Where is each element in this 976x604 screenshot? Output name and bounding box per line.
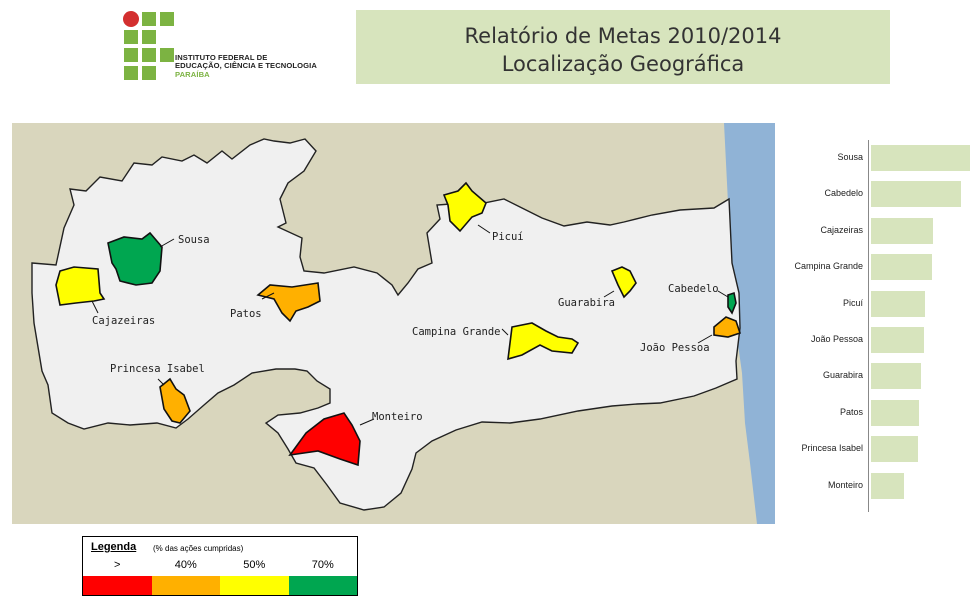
legend-color-strip: [83, 576, 357, 595]
bar-fill: [871, 399, 920, 426]
map-svg: Sousa Cajazeiras Patos Princesa Isabel M…: [12, 123, 775, 524]
legend-subtitle: (% das ações cumpridas): [153, 544, 244, 553]
campus-princesa-isabel: [159, 377, 191, 424]
campus-guarabira: [610, 266, 637, 299]
logo-line-3: PARAÍBA: [175, 69, 210, 79]
bar-fill: [871, 327, 924, 353]
bar-row: João Pessoa: [778, 327, 976, 353]
bar-label: Princesa Isabel: [801, 443, 863, 454]
ocean-area: [724, 123, 775, 524]
report-title-box: Relatório de Metas 2010/2014 Localização…: [356, 10, 890, 84]
bar-fill: [871, 290, 925, 317]
bar-row: Campina Grande: [778, 254, 976, 281]
bar-fill: [871, 217, 933, 244]
bar-fill: [871, 436, 919, 463]
bar-label: Picuí: [842, 297, 863, 308]
legend-swatch-yellow: [220, 576, 289, 595]
campus-picui: [442, 181, 487, 233]
paraiba-map: Sousa Cajazeiras Patos Princesa Isabel M…: [12, 123, 775, 524]
map-legend: Legenda (% das ações cumpridas) > 40% 50…: [82, 536, 358, 596]
logo-grid-icon: [123, 11, 174, 80]
logo-text: INSTITUTO FEDERAL DE EDUCAÇÃO, CIÊNCIA E…: [175, 53, 317, 79]
bar-row: Guarabira: [778, 363, 976, 390]
logo-line-1: INSTITUTO FEDERAL DE: [175, 53, 268, 62]
bar-fill: [871, 472, 904, 499]
label-guarabira: Guarabira: [558, 297, 615, 309]
campus-campina-grande: [507, 322, 580, 361]
bar-row: Sousa: [778, 145, 976, 171]
legend-swatch-orange: [151, 576, 220, 595]
label-cajazeiras: Cajazeiras: [92, 315, 155, 327]
label-princesa-isabel: Princesa Isabel: [110, 363, 205, 375]
label-sousa: Sousa: [178, 234, 210, 246]
legend-values: > 40% 50% 70%: [83, 559, 357, 575]
legend-title: Legenda: [91, 541, 137, 553]
bar-row: Princesa Isabel: [778, 436, 976, 463]
legend-value-green: 70%: [311, 559, 334, 571]
report-subtitle: Localização Geográfica: [501, 52, 745, 76]
ifpb-logo: [122, 10, 322, 82]
label-patos: Patos: [230, 308, 262, 320]
campus-cabedelo: [727, 291, 737, 315]
campus-cajazeiras: [55, 266, 106, 306]
bar-label: Sousa: [837, 152, 863, 162]
legend-swatch-red: [83, 576, 152, 595]
campus-sousa: [107, 231, 163, 286]
legend-value-orange: 40%: [174, 559, 197, 571]
label-joao-pessoa: João Pessoa: [640, 342, 710, 354]
legend-value-red: >: [114, 559, 121, 571]
campus-patos: [256, 282, 321, 323]
label-picui: Picuí: [492, 231, 524, 243]
bar-label: Patos: [839, 406, 863, 417]
bar-row: Cajazeiras: [778, 217, 976, 244]
bar-label: Campina Grande: [794, 261, 863, 272]
bar-label: Guarabira: [822, 370, 863, 381]
bar-label: Monteiro: [827, 479, 863, 490]
label-campina-grande: Campina Grande: [412, 326, 501, 338]
bar-fill: [871, 254, 932, 281]
bar-row: Cabedelo: [778, 181, 976, 208]
legend-value-yellow: 50%: [243, 559, 266, 571]
label-cabedelo: Cabedelo: [668, 283, 719, 295]
bar-row: Picuí: [778, 290, 976, 317]
label-monteiro: Monteiro: [372, 411, 423, 423]
bar-fill: [871, 181, 962, 208]
bar-chart-axis: [868, 140, 869, 512]
bar-label: Cabedelo: [824, 188, 863, 199]
leader-lines: [91, 224, 729, 426]
campus-joao-pessoa: [713, 316, 742, 338]
bar-fill: [871, 145, 970, 171]
logo-line-2: EDUCAÇÃO, CIÊNCIA E TECNOLOGIA: [175, 61, 317, 71]
bar-fill: [871, 363, 922, 390]
report-title: Relatório de Metas 2010/2014: [464, 24, 782, 48]
legend-swatch-green: [288, 576, 357, 595]
bar-label: João Pessoa: [810, 334, 863, 344]
state-outline: [31, 138, 741, 511]
bar-row: Patos: [778, 399, 976, 426]
progress-bar-chart: Sousa Cabedelo Cajazeiras Campina Grande Pic…: [778, 140, 976, 512]
campus-monteiro: [288, 412, 361, 467]
bar-row: Monteiro: [778, 472, 976, 499]
bar-label: Cajazeiras: [820, 224, 863, 235]
